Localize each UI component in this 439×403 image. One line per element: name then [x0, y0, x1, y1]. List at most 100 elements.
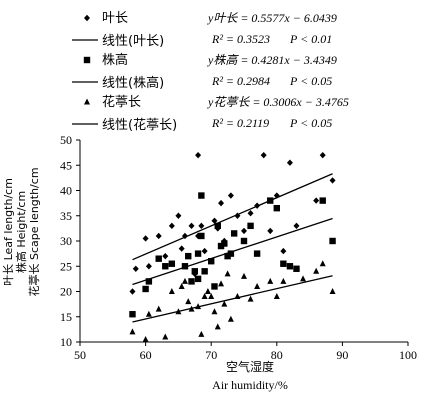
data-point-series-2: [188, 278, 195, 285]
x-tick-label: 70: [205, 348, 217, 362]
data-point-series-1: [195, 151, 202, 159]
data-point-series-3: [181, 277, 188, 284]
data-point-series-2: [267, 197, 274, 204]
trendline-1: [132, 173, 333, 261]
data-point-series-1: [234, 212, 241, 219]
data-point-series-1: [142, 235, 149, 242]
regression-equation: y花葶长 = 0.3006x − 3.4765: [207, 95, 349, 109]
data-point-series-1: [181, 232, 188, 240]
r-squared-label: R² = 0.2984: [211, 74, 270, 88]
data-point-series-2: [129, 311, 136, 318]
x-axis-title-en: Air humidity/%: [212, 378, 288, 392]
data-point-series-2: [185, 252, 192, 260]
data-point-series-1: [293, 222, 300, 230]
data-point-series-2: [194, 275, 202, 283]
x-tick-label: 100: [399, 348, 417, 362]
data-point-series-1: [188, 222, 195, 230]
data-point-series-1: [129, 288, 136, 295]
data-point-series-2: [293, 265, 300, 272]
data-point-series-1: [132, 265, 139, 272]
data-point-series-2: [227, 250, 235, 257]
data-point-series-3: [188, 305, 195, 312]
data-point-series-2: [273, 204, 280, 212]
data-point-series-2: [247, 222, 254, 230]
y-tick-label: 50: [60, 133, 72, 147]
data-point-series-1: [313, 197, 320, 204]
data-point-series-2: [201, 268, 208, 275]
legend-marker-2: [83, 56, 91, 64]
data-point-series-1: [329, 177, 336, 184]
legend-marker-3: [84, 98, 90, 105]
data-point-series-3: [221, 300, 228, 307]
data-point-series-3: [227, 315, 234, 322]
data-point-series-3: [201, 293, 208, 300]
data-point-series-1: [273, 192, 280, 199]
data-point-series-3: [211, 308, 218, 315]
data-point-series-2: [280, 260, 287, 267]
data-point-series-2: [286, 263, 294, 270]
data-point-series-2: [240, 237, 248, 245]
data-point-series-3: [214, 323, 221, 330]
p-value-label: P < 0.05: [289, 116, 332, 130]
data-point-series-2: [198, 192, 205, 199]
legend-fit-label: 线性(花葶长): [102, 117, 177, 133]
x-tick-label: 60: [140, 348, 152, 362]
x-axis-title: 空气湿度: [226, 359, 274, 374]
data-point-series-3: [142, 335, 149, 342]
data-point-series-3: [329, 288, 336, 294]
p-value-label: P < 0.01: [289, 32, 332, 46]
data-point-series-1: [260, 151, 267, 159]
r-squared-label: R² = 0.3523: [211, 32, 270, 46]
data-point-series-1: [280, 247, 287, 255]
data-point-series-2: [162, 263, 169, 270]
y-tick-label: 25: [60, 259, 72, 273]
data-point-series-2: [319, 197, 326, 204]
data-point-series-1: [198, 222, 205, 230]
data-point-series-3: [224, 270, 231, 277]
regression-equation: y株高 = 0.4281x − 3.4349: [207, 53, 337, 67]
y-tick-label: 45: [60, 158, 72, 172]
data-point-series-1: [286, 159, 293, 166]
data-point-series-3: [280, 277, 287, 284]
data-point-series-1: [254, 202, 261, 209]
data-point-series-3: [155, 305, 162, 312]
data-point-series-1: [178, 245, 185, 252]
data-point-series-2: [168, 260, 176, 267]
legend-series-label: 叶长: [102, 11, 128, 26]
regression-equation: y叶长 = 0.5577x − 6.0439: [207, 11, 337, 25]
data-point-series-1: [162, 252, 169, 260]
data-point-series-1: [218, 199, 225, 207]
data-point-series-3: [254, 282, 261, 289]
y-tick-label: 35: [60, 209, 72, 223]
data-point-series-2: [253, 250, 261, 257]
data-point-series-3: [198, 330, 205, 337]
data-point-series-1: [211, 217, 218, 224]
p-value-label: P < 0.05: [289, 74, 332, 88]
y-axis-title-line: 叶长 Leaf length/cm: [2, 178, 15, 286]
data-point-series-3: [241, 272, 247, 279]
data-point-series-3: [185, 298, 192, 305]
x-tick-label: 90: [336, 348, 348, 362]
data-point-series-1: [201, 247, 208, 255]
data-point-series-1: [168, 222, 175, 230]
data-point-series-2: [142, 285, 149, 293]
y-tick-label: 10: [60, 335, 72, 349]
data-point-series-2: [191, 268, 198, 275]
data-point-series-3: [204, 288, 211, 294]
data-point-series-3: [129, 328, 136, 335]
data-point-series-3: [145, 310, 152, 317]
data-point-series-3: [247, 295, 254, 302]
data-point-series-3: [168, 288, 175, 294]
data-point-series-2: [208, 258, 215, 265]
data-point-series-3: [300, 275, 307, 282]
data-point-series-2: [155, 255, 162, 262]
legend-marker-1: [84, 14, 90, 22]
data-point-series-2: [181, 263, 189, 270]
r-squared-label: R² = 0.2119: [211, 116, 269, 130]
data-point-series-1: [145, 263, 152, 270]
data-point-series-1: [241, 227, 247, 235]
x-tick-label: 80: [271, 348, 283, 362]
data-point-series-3: [319, 260, 326, 267]
